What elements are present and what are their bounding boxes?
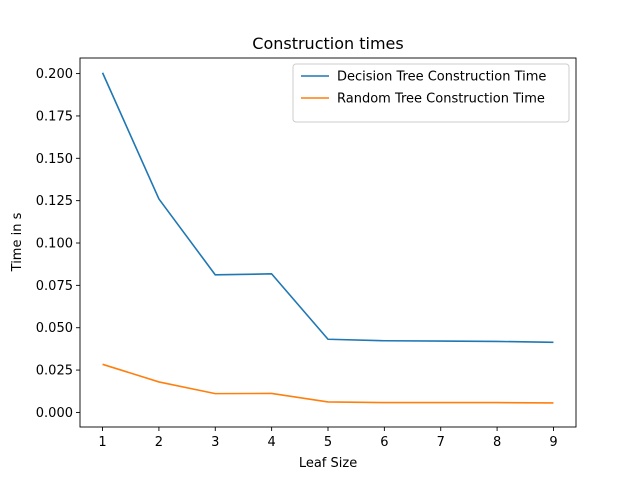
x-axis: 1 2 3 4 5 6 7 8 9 — [98, 427, 558, 450]
y-tick-label: 0.025 — [36, 364, 73, 379]
x-tick-label: 1 — [98, 435, 106, 450]
x-tick-label: 8 — [493, 435, 501, 450]
x-tick-label: 6 — [380, 435, 388, 450]
x-tick-label: 3 — [211, 435, 219, 450]
x-tick-label: 7 — [437, 435, 445, 450]
x-tick-label: 2 — [155, 435, 163, 450]
y-tick-label: 0.125 — [36, 194, 73, 209]
legend-label-2: Random Tree Construction Time — [337, 92, 545, 107]
series-line-1 — [101, 72, 554, 344]
y-tick-label: 0.200 — [36, 67, 73, 82]
legend: Decision Tree Construction Time Random Tr… — [292, 63, 570, 123]
y-tick-label: 0.150 — [36, 152, 73, 167]
series-line-2 — [102, 363, 554, 404]
x-tick-label: 5 — [324, 435, 332, 450]
y-tick-label: 0.100 — [36, 237, 73, 252]
y-axis-label: Time in s — [10, 212, 25, 272]
x-tick-label: 4 — [267, 435, 275, 450]
legend-box — [292, 63, 570, 123]
chart-title: Construction times — [252, 34, 403, 53]
y-tick-label: 0.050 — [36, 321, 73, 336]
x-tick-label: 9 — [549, 435, 557, 450]
y-tick-label: 0.175 — [36, 109, 73, 124]
x-axis-label: Leaf Size — [299, 456, 357, 471]
y-tick-label: 0.075 — [36, 279, 73, 294]
legend-label-1: Decision Tree Construction Time — [337, 70, 546, 85]
y-tick-label: 0.000 — [36, 406, 73, 421]
y-axis: 0.000 0.025 0.050 0.075 0.100 0.125 0.150 0.175… — [36, 67, 80, 421]
